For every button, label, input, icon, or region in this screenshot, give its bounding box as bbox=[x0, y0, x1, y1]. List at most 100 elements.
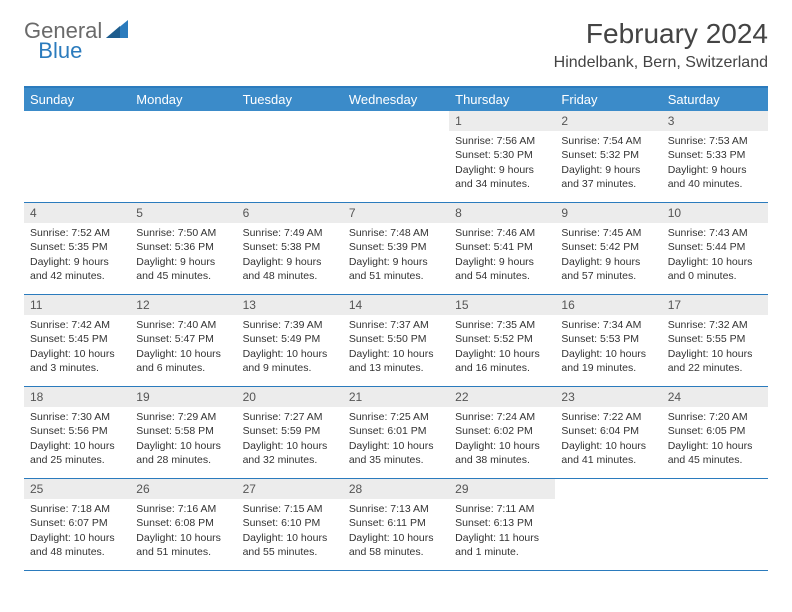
day-number: 15 bbox=[449, 295, 555, 315]
sunrise-line: Sunrise: 7:48 AM bbox=[349, 226, 443, 240]
calendar-cell: 17Sunrise: 7:32 AMSunset: 5:55 PMDayligh… bbox=[662, 295, 768, 387]
sunset-line: Sunset: 5:55 PM bbox=[668, 332, 762, 346]
calendar-cell: 10Sunrise: 7:43 AMSunset: 5:44 PMDayligh… bbox=[662, 203, 768, 295]
sunrise-line: Sunrise: 7:11 AM bbox=[455, 502, 549, 516]
calendar-cell: 7 Sunrise: 7:48 AMSunset: 5:39 PMDaylight… bbox=[343, 203, 449, 295]
day-number: 5 bbox=[130, 203, 236, 223]
sunrise-line: Sunrise: 7:15 AM bbox=[243, 502, 337, 516]
day-body: Sunrise: 7:56 AMSunset: 5:30 PMDaylight:… bbox=[449, 131, 555, 197]
sunrise-line: Sunrise: 7:30 AM bbox=[30, 410, 124, 424]
day-number: 12 bbox=[130, 295, 236, 315]
day-number: 18 bbox=[24, 387, 130, 407]
daylight-line: Daylight: 10 hours and 9 minutes. bbox=[243, 347, 337, 375]
daylight-line: Daylight: 10 hours and 45 minutes. bbox=[668, 439, 762, 467]
day-number: 16 bbox=[555, 295, 661, 315]
sunset-line: Sunset: 5:53 PM bbox=[561, 332, 655, 346]
sunset-line: Sunset: 6:02 PM bbox=[455, 424, 549, 438]
sunrise-line: Sunrise: 7:20 AM bbox=[668, 410, 762, 424]
day-number: 28 bbox=[343, 479, 449, 499]
day-number: 8 bbox=[449, 203, 555, 223]
day-body: Sunrise: 7:29 AMSunset: 5:58 PMDaylight:… bbox=[130, 407, 236, 473]
sunset-line: Sunset: 6:08 PM bbox=[136, 516, 230, 530]
sunset-line: Sunset: 5:56 PM bbox=[30, 424, 124, 438]
daylight-line: Daylight: 10 hours and 55 minutes. bbox=[243, 531, 337, 559]
weekday-header: Monday bbox=[130, 88, 236, 111]
day-body: Sunrise: 7:24 AMSunset: 6:02 PMDaylight:… bbox=[449, 407, 555, 473]
calendar-cell: 15 Sunrise: 7:35 AMSunset: 5:52 PMDayligh… bbox=[449, 295, 555, 387]
sunset-line: Sunset: 6:05 PM bbox=[668, 424, 762, 438]
daylight-line: Daylight: 10 hours and 16 minutes. bbox=[455, 347, 549, 375]
calendar-cell: 23Sunrise: 7:22 AMSunset: 6:04 PMDayligh… bbox=[555, 387, 661, 479]
sunrise-line: Sunrise: 7:37 AM bbox=[349, 318, 443, 332]
sunset-line: Sunset: 6:13 PM bbox=[455, 516, 549, 530]
month-title: February 2024 bbox=[554, 18, 768, 50]
daylight-line: Daylight: 10 hours and 58 minutes. bbox=[349, 531, 443, 559]
calendar: SundayMondayTuesdayWednesdayThursdayFrid… bbox=[24, 86, 768, 571]
calendar-cell: 6Sunrise: 7:49 AMSunset: 5:38 PMDaylight… bbox=[237, 203, 343, 295]
sunrise-line: Sunrise: 7:35 AM bbox=[455, 318, 549, 332]
calendar-cell: 19Sunrise: 7:29 AMSunset: 5:58 PMDayligh… bbox=[130, 387, 236, 479]
sunrise-line: Sunrise: 7:50 AM bbox=[136, 226, 230, 240]
sunset-line: Sunset: 5:41 PM bbox=[455, 240, 549, 254]
daylight-line: Daylight: 11 hours and 1 minute. bbox=[455, 531, 549, 559]
sunset-line: Sunset: 5:44 PM bbox=[668, 240, 762, 254]
location: Hindelbank, Bern, Switzerland bbox=[554, 54, 768, 72]
day-number: 17 bbox=[662, 295, 768, 315]
sunrise-line: Sunrise: 7:25 AM bbox=[349, 410, 443, 424]
day-body: Sunrise: 7:25 AMSunset: 6:01 PMDaylight:… bbox=[343, 407, 449, 473]
day-number: 26 bbox=[130, 479, 236, 499]
day-body: Sunrise: 7:18 AMSunset: 6:07 PMDaylight:… bbox=[24, 499, 130, 565]
sunset-line: Sunset: 5:30 PM bbox=[455, 148, 549, 162]
sunset-line: Sunset: 5:59 PM bbox=[243, 424, 337, 438]
sunset-line: Sunset: 6:11 PM bbox=[349, 516, 443, 530]
day-body: Sunrise: 7:11 AMSunset: 6:13 PMDaylight:… bbox=[449, 499, 555, 565]
day-body: Sunrise: 7:39 AMSunset: 5:49 PMDaylight:… bbox=[237, 315, 343, 381]
day-number: 2 bbox=[555, 111, 661, 131]
sunrise-line: Sunrise: 7:22 AM bbox=[561, 410, 655, 424]
day-number: 3 bbox=[662, 111, 768, 131]
sunset-line: Sunset: 6:04 PM bbox=[561, 424, 655, 438]
daylight-line: Daylight: 10 hours and 13 minutes. bbox=[349, 347, 443, 375]
day-body: Sunrise: 7:40 AMSunset: 5:47 PMDaylight:… bbox=[130, 315, 236, 381]
day-number: 24 bbox=[662, 387, 768, 407]
sunrise-line: Sunrise: 7:42 AM bbox=[30, 318, 124, 332]
day-number: 6 bbox=[237, 203, 343, 223]
day-number: 7 bbox=[343, 203, 449, 223]
daylight-line: Daylight: 9 hours and 42 minutes. bbox=[30, 255, 124, 283]
day-body: Sunrise: 7:27 AMSunset: 5:59 PMDaylight:… bbox=[237, 407, 343, 473]
day-number: 20 bbox=[237, 387, 343, 407]
sunset-line: Sunset: 5:52 PM bbox=[455, 332, 549, 346]
calendar-cell-empty bbox=[130, 111, 236, 203]
calendar-cell: 29Sunrise: 7:11 AMSunset: 6:13 PMDayligh… bbox=[449, 479, 555, 571]
sunrise-line: Sunrise: 7:54 AM bbox=[561, 134, 655, 148]
calendar-cell-empty bbox=[237, 111, 343, 203]
sunset-line: Sunset: 6:01 PM bbox=[349, 424, 443, 438]
day-body: Sunrise: 7:54 AMSunset: 5:32 PMDaylight:… bbox=[555, 131, 661, 197]
sunset-line: Sunset: 5:39 PM bbox=[349, 240, 443, 254]
day-body: Sunrise: 7:52 AMSunset: 5:35 PMDaylight:… bbox=[24, 223, 130, 289]
sunrise-line: Sunrise: 7:39 AM bbox=[243, 318, 337, 332]
day-number: 13 bbox=[237, 295, 343, 315]
sunrise-line: Sunrise: 7:27 AM bbox=[243, 410, 337, 424]
daylight-line: Daylight: 9 hours and 51 minutes. bbox=[349, 255, 443, 283]
sunrise-line: Sunrise: 7:24 AM bbox=[455, 410, 549, 424]
weekday-header: Saturday bbox=[662, 88, 768, 111]
daylight-line: Daylight: 10 hours and 41 minutes. bbox=[561, 439, 655, 467]
sunset-line: Sunset: 5:42 PM bbox=[561, 240, 655, 254]
calendar-cell: 4Sunrise: 7:52 AMSunset: 5:35 PMDaylight… bbox=[24, 203, 130, 295]
calendar-cell-empty bbox=[662, 479, 768, 571]
calendar-grid: 1Sunrise: 7:56 AMSunset: 5:30 PMDaylight… bbox=[24, 111, 768, 571]
calendar-cell: 21Sunrise: 7:25 AMSunset: 6:01 PMDayligh… bbox=[343, 387, 449, 479]
day-number: 19 bbox=[130, 387, 236, 407]
sunset-line: Sunset: 5:33 PM bbox=[668, 148, 762, 162]
sunset-line: Sunset: 5:32 PM bbox=[561, 148, 655, 162]
day-body: Sunrise: 7:20 AMSunset: 6:05 PMDaylight:… bbox=[662, 407, 768, 473]
day-number: 4 bbox=[24, 203, 130, 223]
day-body: Sunrise: 7:49 AMSunset: 5:38 PMDaylight:… bbox=[237, 223, 343, 289]
sunset-line: Sunset: 6:10 PM bbox=[243, 516, 337, 530]
calendar-cell: 24Sunrise: 7:20 AMSunset: 6:05 PMDayligh… bbox=[662, 387, 768, 479]
day-number: 29 bbox=[449, 479, 555, 499]
day-number: 25 bbox=[24, 479, 130, 499]
day-body: Sunrise: 7:46 AMSunset: 5:41 PMDaylight:… bbox=[449, 223, 555, 289]
weekday-header: Wednesday bbox=[343, 88, 449, 111]
